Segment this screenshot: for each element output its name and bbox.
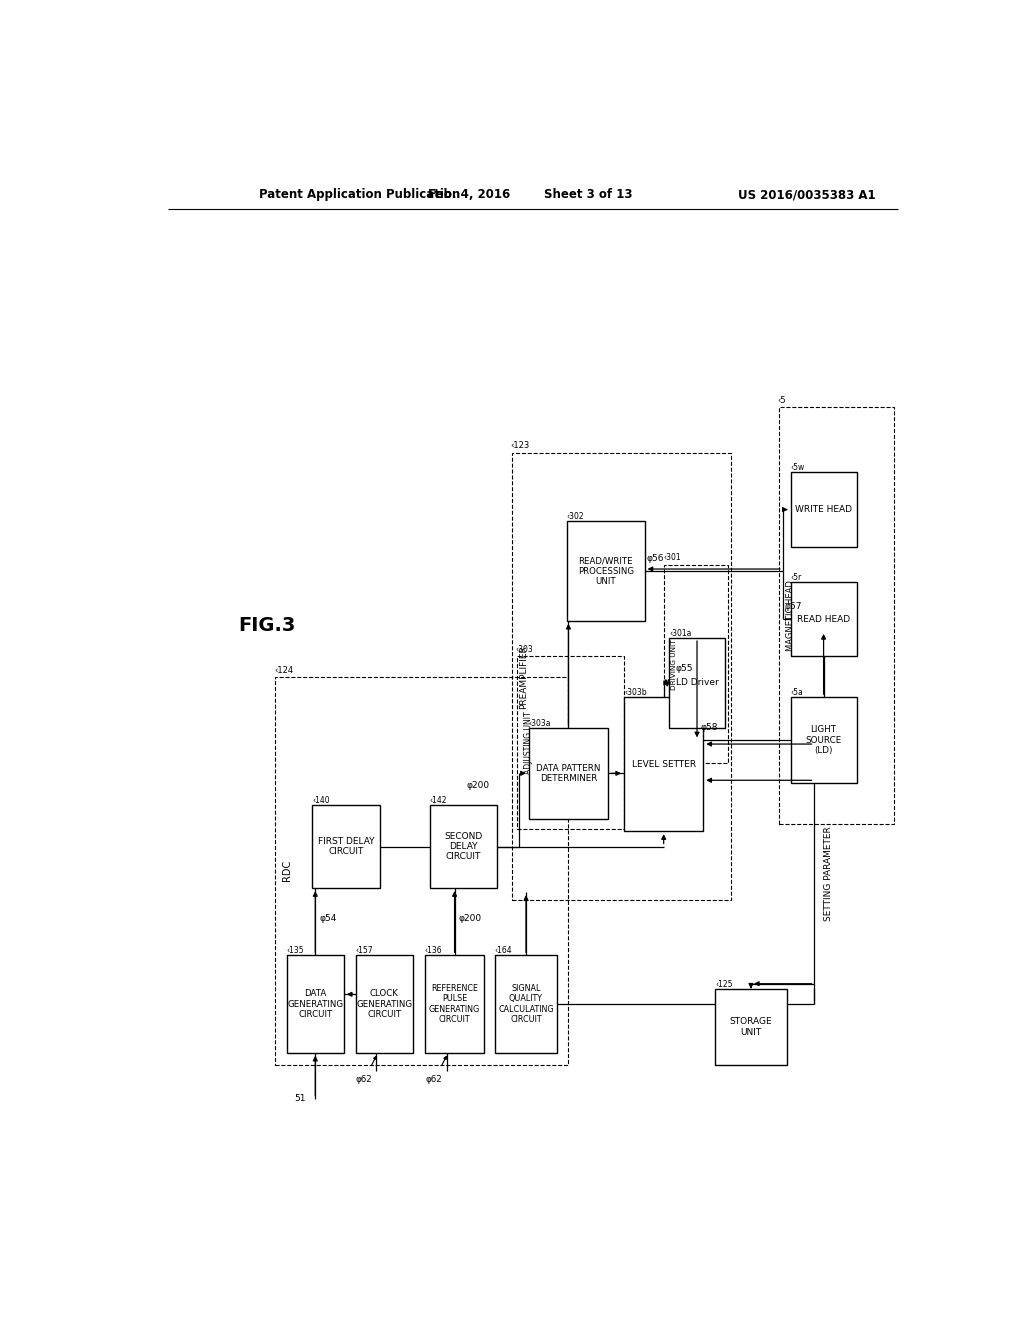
Text: 51: 51 xyxy=(294,1094,306,1104)
Bar xyxy=(778,408,894,824)
Text: STORAGE
UNIT: STORAGE UNIT xyxy=(730,1018,772,1036)
Text: ‹125: ‹125 xyxy=(715,979,733,989)
Text: φ54: φ54 xyxy=(319,915,337,923)
Text: LD Driver: LD Driver xyxy=(676,678,719,688)
Text: φ62: φ62 xyxy=(355,1076,373,1084)
Text: ‹5r: ‹5r xyxy=(791,573,802,582)
Bar xyxy=(287,956,344,1053)
Bar xyxy=(517,656,624,829)
Text: ‹164: ‹164 xyxy=(495,946,512,956)
Text: Sheet 3 of 13: Sheet 3 of 13 xyxy=(544,189,633,202)
Text: ADJUSTING UNIT: ADJUSTING UNIT xyxy=(524,711,534,774)
Bar xyxy=(430,805,497,888)
Text: SETTING PARAMETER: SETTING PARAMETER xyxy=(824,826,834,921)
Text: ‹136: ‹136 xyxy=(425,946,442,956)
Text: CLOCK
GENERATING
CIRCUIT: CLOCK GENERATING CIRCUIT xyxy=(356,989,413,1019)
Text: SIGNAL
QUALITY
CALCULATING
CIRCUIT: SIGNAL QUALITY CALCULATING CIRCUIT xyxy=(499,983,554,1024)
Text: WRITE HEAD: WRITE HEAD xyxy=(795,506,852,513)
Text: MAGNETIC HEAD: MAGNETIC HEAD xyxy=(785,581,795,651)
Bar xyxy=(355,956,413,1053)
Text: ‹142: ‹142 xyxy=(430,796,447,805)
Text: READ/WRITE
PROCESSING
UNIT: READ/WRITE PROCESSING UNIT xyxy=(578,556,634,586)
Text: Patent Application Publication: Patent Application Publication xyxy=(259,189,460,202)
Text: ‹5w: ‹5w xyxy=(791,463,805,473)
Text: SECOND
DELAY
CIRCUIT: SECOND DELAY CIRCUIT xyxy=(444,832,482,862)
Bar xyxy=(665,565,728,763)
Text: DATA
GENERATING
CIRCUIT: DATA GENERATING CIRCUIT xyxy=(287,989,343,1019)
Bar xyxy=(791,473,856,546)
Text: Feb. 4, 2016: Feb. 4, 2016 xyxy=(428,189,510,202)
Text: ‹303: ‹303 xyxy=(515,645,534,655)
Text: ‹135: ‹135 xyxy=(287,946,304,956)
Text: ‹303b: ‹303b xyxy=(624,688,646,697)
Text: ‹5a: ‹5a xyxy=(791,688,804,697)
Bar xyxy=(312,805,380,888)
Text: RDC: RDC xyxy=(282,859,292,880)
Text: ‹301a: ‹301a xyxy=(670,630,691,638)
Text: φ57: φ57 xyxy=(784,602,802,611)
Bar xyxy=(791,582,856,656)
Text: FIRST DELAY
CIRCUIT: FIRST DELAY CIRCUIT xyxy=(317,837,374,857)
Text: ‹303a: ‹303a xyxy=(528,718,551,727)
Text: ‹123: ‹123 xyxy=(511,441,529,450)
Text: READ HEAD: READ HEAD xyxy=(797,615,850,624)
Text: ‹302: ‹302 xyxy=(567,512,585,521)
Bar xyxy=(528,727,608,818)
Text: ‹5: ‹5 xyxy=(777,396,785,405)
Text: PREAMPLIFIER: PREAMPLIFIER xyxy=(519,645,528,709)
Bar xyxy=(512,453,731,900)
Text: REFERENCE
PULSE
GENERATING
CIRCUIT: REFERENCE PULSE GENERATING CIRCUIT xyxy=(429,983,480,1024)
Text: φ56: φ56 xyxy=(646,554,664,562)
Text: DRIVING UNIT: DRIVING UNIT xyxy=(671,639,677,690)
Bar xyxy=(425,956,484,1053)
Text: LEVEL SETTER: LEVEL SETTER xyxy=(632,760,695,768)
Bar xyxy=(495,956,557,1053)
Text: φ62: φ62 xyxy=(426,1076,442,1084)
Bar xyxy=(624,697,703,832)
Bar xyxy=(274,677,568,1065)
Text: ‹124: ‹124 xyxy=(274,665,293,675)
Text: φ200: φ200 xyxy=(459,915,481,923)
Text: FIG.3: FIG.3 xyxy=(239,616,296,635)
Bar xyxy=(670,638,725,727)
Text: DATA PATTERN
DETERMINER: DATA PATTERN DETERMINER xyxy=(537,764,601,783)
Text: φ200: φ200 xyxy=(467,780,489,789)
Text: ‹301: ‹301 xyxy=(663,553,681,562)
Bar xyxy=(791,697,856,784)
Text: US 2016/0035383 A1: US 2016/0035383 A1 xyxy=(737,189,876,202)
Bar xyxy=(715,989,786,1065)
Text: φ55: φ55 xyxy=(676,664,693,673)
Text: ‹140: ‹140 xyxy=(312,796,330,805)
Text: LIGHT
SOURCE
(LD): LIGHT SOURCE (LD) xyxy=(806,726,842,755)
Bar xyxy=(567,521,645,620)
Text: φ58: φ58 xyxy=(700,723,718,733)
Text: ‹157: ‹157 xyxy=(355,946,374,956)
